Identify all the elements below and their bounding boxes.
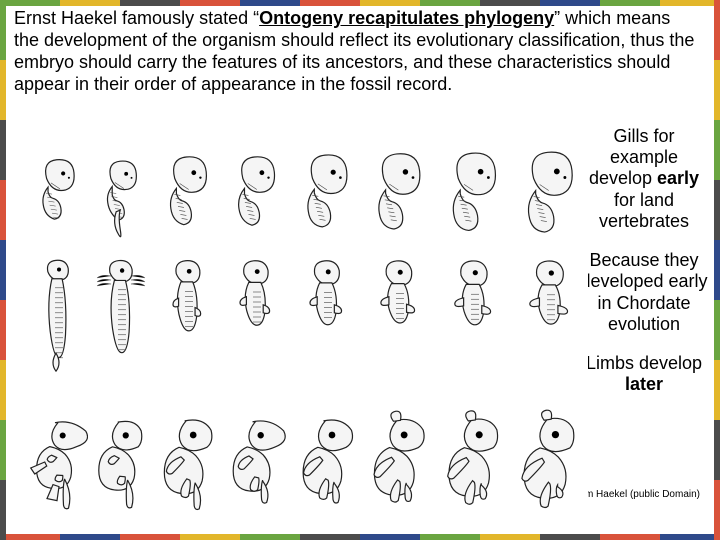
embryo-cell [28,258,88,378]
embryo-cell [437,258,511,378]
border-left [0,0,6,540]
note-limbs-a: Limbs develop [586,353,702,373]
embryo-cell [363,140,435,250]
note-chordate: Because they developed early in Chordate… [580,250,708,335]
embryo-cell [155,140,221,250]
intro-pre: Ernst Haekel famously stated “ [14,8,259,28]
embryo-cell [512,258,588,378]
embryo-cell [292,140,362,250]
note-gills-c: for land vertebrates [599,190,689,231]
embryo-cell [512,386,588,514]
embryo-cell [89,258,153,378]
embryo-cell [155,258,221,378]
embryo-row [28,386,588,514]
slide-content: Ernst Haekel famously stated “Ontogeny r… [14,8,710,530]
note-limbs: Limbs develop later [580,353,708,395]
note-gills-b: early [657,168,699,188]
embryo-cell [222,258,290,378]
embryo-cell [512,140,588,250]
note-limbs-b: later [625,374,663,394]
embryo-cell [222,386,290,514]
embryo-cell [363,386,435,514]
intro-paragraph: Ernst Haekel famously stated “Ontogeny r… [14,8,710,96]
embryo-cell [155,386,221,514]
embryo-row [28,140,588,250]
embryo-cell [89,140,153,250]
embryo-row [28,258,588,378]
embryo-cell [222,140,290,250]
intro-quote: Ontogeny recapitulates phylogeny [259,8,554,28]
embryo-chart [28,140,588,514]
image-attribution: From Haekel (public Domain) [570,489,700,500]
border-top [0,0,720,6]
embryo-cell [292,386,362,514]
note-gills: Gills for example develop early for land… [580,126,708,232]
embryo-cell [89,386,153,514]
embryo-cell [363,258,435,378]
border-right [714,0,720,540]
slide-frame: Ernst Haekel famously stated “Ontogeny r… [0,0,720,540]
embryo-cell [292,258,362,378]
embryo-cell [28,140,88,250]
side-notes: Gills for example develop early for land… [580,126,708,414]
embryo-cell [437,140,511,250]
embryo-cell [28,386,88,514]
embryo-cell [437,386,511,514]
border-bottom [0,534,720,540]
